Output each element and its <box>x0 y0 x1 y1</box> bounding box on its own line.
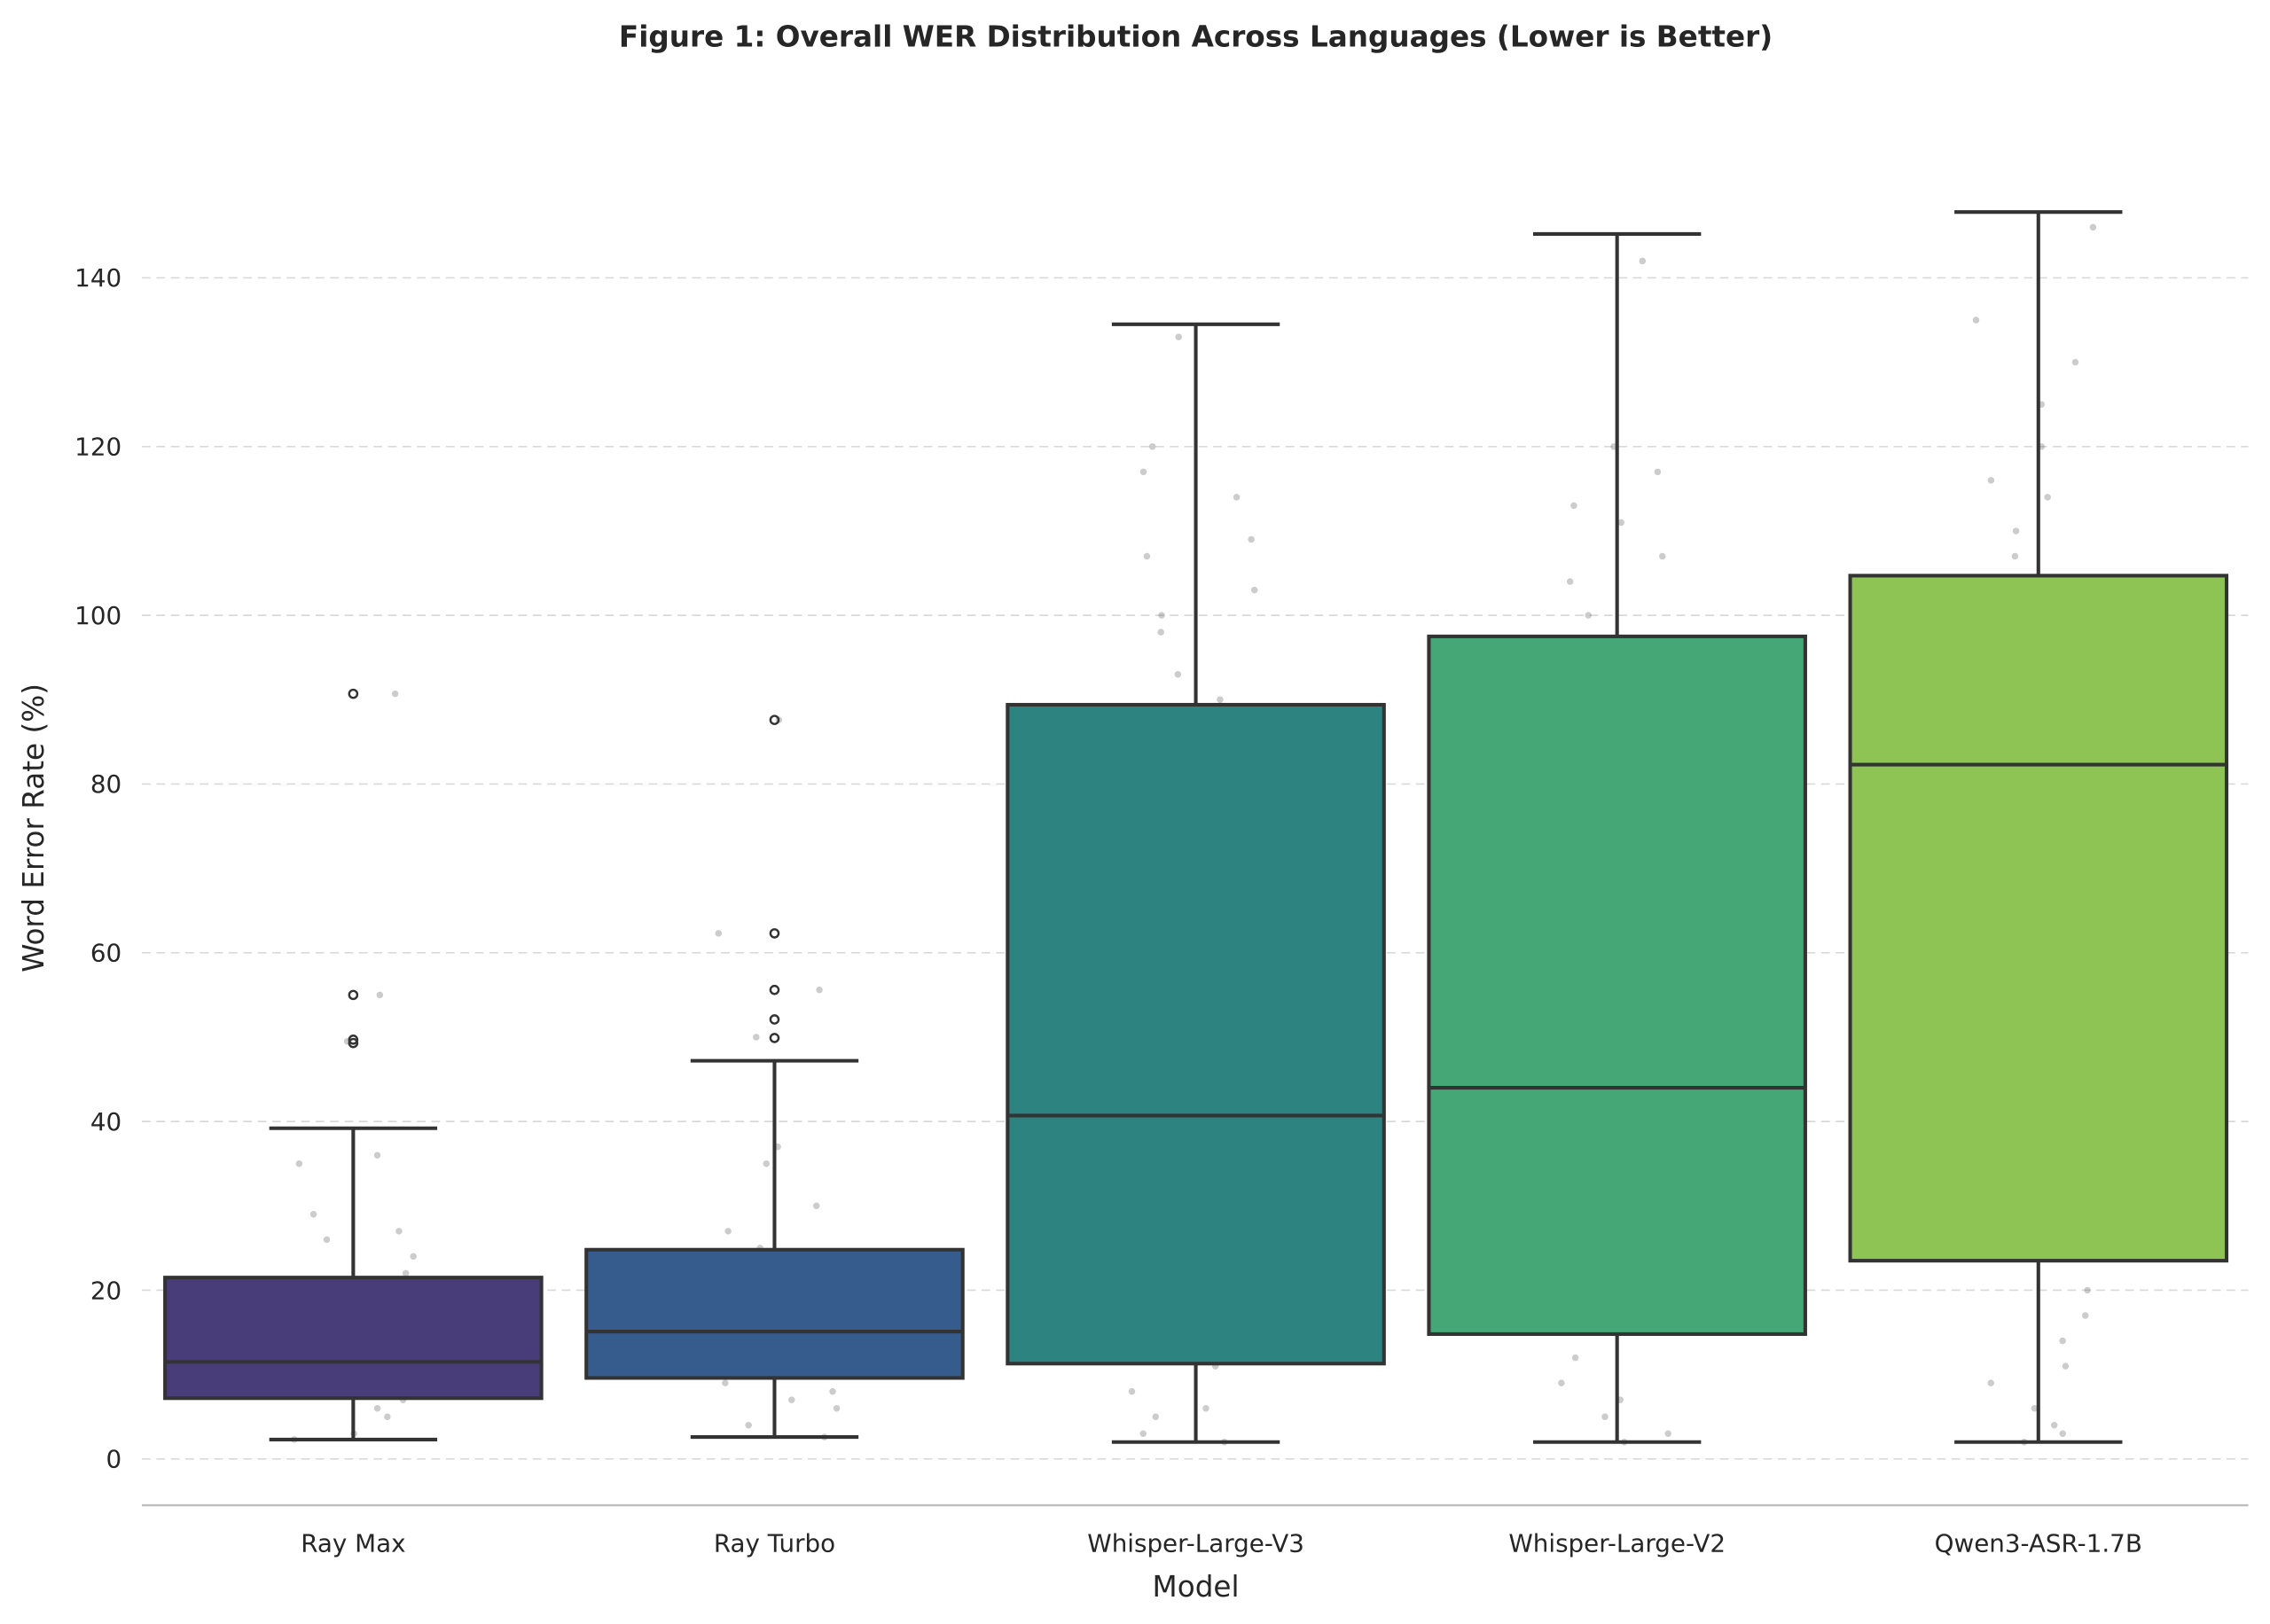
data-point <box>1654 468 1662 476</box>
data-point <box>1139 468 1147 476</box>
data-point <box>2059 1430 2067 1438</box>
outlier <box>769 1033 780 1043</box>
data-point <box>1250 586 1258 594</box>
x-tick-label: Ray Turbo <box>714 1528 835 1558</box>
outlier <box>769 928 780 939</box>
data-point <box>1157 629 1164 636</box>
data-point <box>1128 1387 1136 1395</box>
data-point <box>2062 1362 2070 1370</box>
y-tick-label: 140 <box>74 263 121 293</box>
data-point <box>833 1404 841 1412</box>
data-point <box>1148 443 1156 450</box>
x-axis-label: Model <box>1153 1570 1240 1604</box>
data-point <box>788 1396 795 1403</box>
data-point <box>2089 223 2097 231</box>
data-point <box>395 1228 403 1235</box>
data-point <box>1639 257 1647 265</box>
data-point <box>1158 612 1165 619</box>
data-point <box>1233 494 1241 501</box>
data-point <box>2044 494 2051 501</box>
box-Whisper-Large-V3 <box>1006 702 1386 1366</box>
box-Whisper-Large-V2 <box>1427 634 1807 1336</box>
x-tick-label: Ray Max <box>301 1528 405 1558</box>
data-point <box>745 1421 752 1429</box>
data-point <box>373 1404 381 1412</box>
data-point <box>829 1387 836 1395</box>
data-point <box>1558 1379 1565 1386</box>
data-point <box>1972 316 1980 324</box>
data-point <box>1217 696 1224 704</box>
data-point <box>1659 552 1666 560</box>
data-point <box>1570 502 1577 510</box>
data-point <box>715 930 723 937</box>
x-tick-label: Qwen3-ASR-1.7B <box>1935 1528 2142 1558</box>
outlier <box>769 1014 780 1025</box>
data-point <box>2012 527 2020 535</box>
data-point <box>2084 1286 2091 1294</box>
y-tick-labels: 0 20 40 60 80 100 120 140 <box>74 263 121 1473</box>
data-point <box>391 690 399 698</box>
data-point <box>1617 519 1625 527</box>
data-point <box>376 991 384 999</box>
data-point <box>295 1159 303 1167</box>
data-point <box>323 1236 331 1244</box>
outlier <box>769 984 780 995</box>
data-point <box>753 1034 760 1041</box>
y-tick-label: 40 <box>90 1107 121 1136</box>
data-point <box>2011 552 2019 560</box>
data-point <box>2081 1312 2089 1319</box>
box-Qwen3-ASR-1.7B <box>1848 574 2229 1263</box>
y-tick-label: 120 <box>74 433 121 462</box>
data-point <box>812 1202 820 1210</box>
boxes <box>163 210 2229 1444</box>
x-tick-label: Whisper-Large-V3 <box>1087 1528 1304 1558</box>
y-tick-label: 60 <box>90 939 121 968</box>
data-point <box>2071 358 2079 366</box>
outlier <box>348 1035 359 1045</box>
data-point <box>373 1152 381 1159</box>
outlier <box>348 1037 359 1049</box>
chart-title: Figure 1: Overall WER Distribution Acros… <box>619 20 1773 53</box>
outlier <box>769 714 780 725</box>
data-point <box>722 1379 729 1386</box>
data-point <box>1202 1404 1209 1412</box>
outlier <box>348 688 359 699</box>
data-point <box>1664 1430 1671 1438</box>
data-point <box>1248 535 1255 543</box>
data-point <box>2059 1337 2066 1345</box>
data-point <box>2050 1421 2058 1429</box>
data-point <box>410 1253 417 1261</box>
data-point <box>1585 612 1592 619</box>
box-Ray Turbo <box>584 1247 965 1380</box>
data-point <box>384 1413 391 1420</box>
data-point <box>1152 1413 1160 1420</box>
data-point <box>1571 1354 1579 1362</box>
data-point <box>763 1159 771 1167</box>
x-tick-label: Whisper-Large-V2 <box>1508 1528 1726 1558</box>
data-point <box>1174 670 1182 678</box>
data-point <box>1566 578 1574 585</box>
data-point <box>1987 1379 1995 1386</box>
data-point <box>816 986 823 994</box>
outlier <box>348 989 359 1001</box>
y-tick-label: 0 <box>106 1445 121 1474</box>
data-point <box>1987 477 1995 484</box>
data-point <box>1143 552 1151 560</box>
data-point <box>1139 1430 1147 1438</box>
y-tick-label: 100 <box>74 601 121 630</box>
data-point <box>724 1228 732 1235</box>
y-tick-label: 20 <box>90 1276 121 1305</box>
data-point <box>1175 333 1182 340</box>
data-point <box>1601 1413 1609 1420</box>
box-Ray Max <box>163 1276 544 1401</box>
data-point <box>2031 1404 2039 1412</box>
data-point <box>402 1269 410 1277</box>
y-axis-label: Word Error Rate (%) <box>17 683 51 972</box>
y-tick-label: 80 <box>90 769 121 799</box>
data-point <box>309 1211 317 1218</box>
x-tick-labels: Ray Max Ray Turbo Whisper-Large-V3 Whisper-… <box>301 1528 2142 1558</box>
